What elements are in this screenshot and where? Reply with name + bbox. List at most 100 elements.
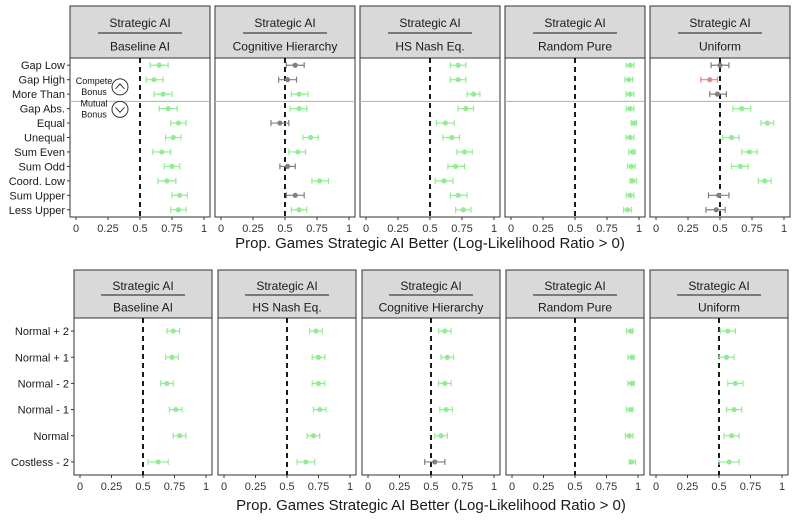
data-point — [629, 354, 635, 360]
data-point — [714, 91, 721, 97]
data-point — [764, 120, 770, 126]
x-tick-label: 0 — [77, 481, 83, 493]
facet-strip — [505, 269, 645, 319]
data-point — [442, 380, 448, 387]
data-point — [624, 207, 631, 213]
category-label: Coord. Low — [9, 176, 65, 188]
strip-label-top: Strategic AI — [256, 279, 317, 293]
data-point — [160, 91, 166, 97]
x-axis-title: Prop. Games Strategic AI Better (Log-Lik… — [236, 497, 626, 514]
x-tick-label: 1 — [779, 481, 785, 493]
data-point — [164, 380, 170, 387]
strip-label-bottom: Random Pure — [538, 40, 612, 54]
facet-strip — [504, 5, 646, 59]
x-tick-label: 0 — [218, 223, 224, 235]
strip-label-bottom: Uniform — [699, 40, 741, 54]
data-point — [170, 134, 176, 141]
bottom-facet-section: Normal + 2 Normal + 1 Normal - 2 Normal - 1… — [11, 269, 789, 514]
data-point — [151, 77, 157, 83]
strip-label-top: Strategic AI — [689, 16, 750, 30]
x-tick-label: 0.25 — [242, 223, 263, 235]
strip-label-top: Strategic AI — [688, 279, 749, 293]
bottom-panel-1: Strategic AI Baseline AI 0 0.25 0.5 0.75 1 — [73, 269, 213, 493]
data-point — [169, 163, 175, 170]
x-tick-label: 1 — [201, 223, 207, 235]
data-point — [631, 120, 637, 126]
data-point — [627, 62, 633, 68]
x-tick-label: 0.25 — [677, 223, 698, 235]
x-tick-label: 0.25 — [97, 223, 118, 235]
x-tick-label: 0.25 — [677, 481, 698, 493]
strip-label-top: Strategic AI — [544, 279, 605, 293]
category-label: Sum Even — [14, 147, 65, 159]
data-point — [463, 105, 469, 112]
data-point — [626, 77, 632, 83]
x-axis-title: Prop. Games Strategic AI Better (Log-Lik… — [235, 235, 625, 252]
strip-label-top: Strategic AI — [400, 279, 461, 293]
x-tick-label: 0.75 — [452, 481, 473, 493]
x-tick-label: 1 — [491, 223, 497, 235]
panel-background — [73, 317, 213, 476]
category-label: Normal - 1 — [18, 405, 69, 417]
category-label: Gap Low — [21, 60, 65, 72]
data-point — [728, 134, 735, 141]
facet-strip — [217, 269, 357, 319]
strip-label-bottom: Baseline AI — [113, 300, 173, 314]
facet-strip — [69, 5, 211, 59]
x-tick-label: 0.5 — [277, 223, 292, 235]
panel-background — [504, 57, 646, 218]
bottom-panel-4: Strategic AI Random Pure 0 0.25 0.5 0.75 1 — [505, 269, 645, 493]
x-tick-label: 0.75 — [451, 223, 472, 235]
data-point — [630, 178, 636, 184]
data-point — [175, 120, 181, 126]
data-point — [438, 433, 444, 439]
bottom-panel-2: Strategic AI HS Nash Eq. 0 0.25 0.5 0.75 1 — [217, 269, 357, 493]
x-tick-label: 0 — [363, 223, 369, 235]
category-label: Sum Upper — [9, 190, 65, 202]
x-tick-label: 0.75 — [740, 481, 761, 493]
x-tick-label: 1 — [636, 223, 642, 235]
data-point — [175, 207, 181, 213]
data-point — [455, 62, 461, 68]
data-point — [737, 163, 744, 170]
category-label: More Than — [12, 89, 65, 101]
data-point — [726, 459, 732, 465]
panel-background — [361, 317, 501, 476]
x-tick-label: 0.25 — [101, 481, 122, 493]
chevron-up-icon — [115, 83, 125, 90]
facet-strip — [649, 5, 791, 59]
x-tick-label: 0.5 — [132, 223, 147, 235]
x-tick-label: 0.25 — [387, 223, 408, 235]
data-point — [627, 406, 634, 413]
data-point — [449, 134, 455, 141]
data-point — [444, 354, 450, 360]
top-panel-4: Strategic AI Random Pure 0 0.25 0.5 0.75 1 — [504, 5, 646, 235]
x-tick-label: 1 — [491, 481, 497, 493]
chevron-up-icon-circle — [111, 78, 129, 96]
x-tick-label: 0.75 — [164, 481, 185, 493]
annotation-label-line: Bonus — [81, 87, 107, 97]
data-point — [176, 433, 183, 439]
strip-label-top: Strategic AI — [544, 16, 605, 30]
annotation-label-line: Compete — [76, 76, 113, 86]
data-point — [729, 433, 735, 439]
data-point — [284, 163, 291, 170]
x-tick-label: 0.25 — [245, 481, 266, 493]
category-label: Normal + 2 — [15, 326, 69, 338]
x-tick-label: 0 — [365, 481, 371, 493]
data-point — [296, 105, 302, 112]
category-label: Less Upper — [9, 205, 66, 217]
x-tick-label: 0.25 — [533, 481, 554, 493]
data-point — [159, 149, 165, 155]
x-tick-label: 0.5 — [567, 481, 582, 493]
x-tick-label: 1 — [347, 481, 353, 493]
x-tick-label: 1 — [781, 223, 787, 235]
panel-background — [217, 317, 357, 476]
data-point — [277, 120, 283, 126]
x-tick-label: 0.5 — [567, 223, 582, 235]
data-point — [628, 163, 634, 170]
x-tick-label: 0 — [73, 223, 79, 235]
data-point — [455, 77, 461, 83]
category-label: Normal - 2 — [18, 378, 69, 390]
data-point — [731, 406, 737, 413]
